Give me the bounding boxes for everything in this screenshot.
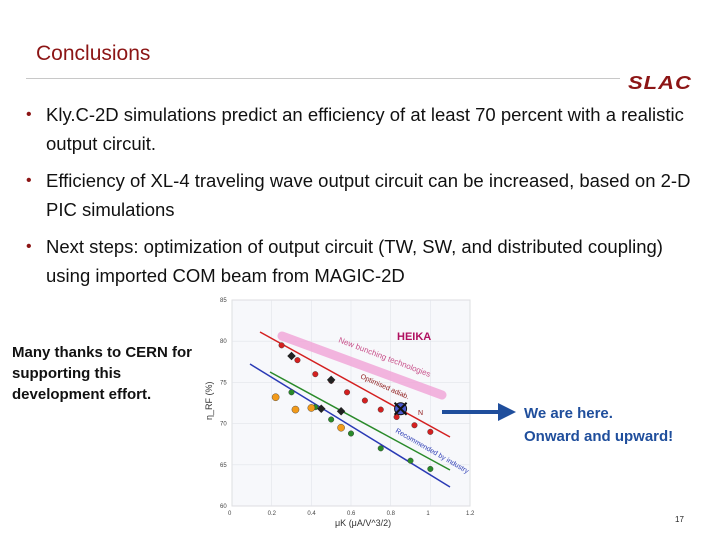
tick-labels: 0 0.2 0.4 0.6 0.8 1 1.2 60 65 70 75 80 85 [220,298,475,517]
slac-logo: SLAC [628,71,692,94]
data-point [278,342,285,349]
page-number: 17 [675,515,684,524]
bullet-marker: • [26,172,32,189]
x-tick-label: 0.4 [307,511,316,517]
bullet-marker: • [26,106,32,123]
data-point [393,414,400,421]
data-point [427,465,434,472]
right-arrow-icon [442,403,516,421]
y-tick-label: 85 [220,298,227,304]
data-point [361,397,368,404]
bullet-item: • Next steps: optimization of output cir… [26,232,706,290]
bullet-text: Efficiency of XL-4 traveling wave output… [46,170,691,220]
data-point [317,404,326,414]
data-point [377,406,384,413]
trend-line-blue [249,363,451,488]
callout-line-2: Onward and upward! [524,428,674,445]
x-tick-label: 0.8 [387,511,396,517]
data-point [407,457,414,464]
data-point [411,422,418,429]
y-tick-label: 60 [220,504,227,510]
data-point [307,404,316,412]
data-point [427,428,434,435]
x-tick-label: 1.2 [466,511,475,517]
trend-line-red [259,331,451,438]
bullet-text: Kly.C-2D simulations predict an efficien… [46,104,684,154]
y-tick-label: 70 [220,422,227,428]
y-tick-label: 65 [220,463,227,469]
callout-line-1: We are here. [524,405,613,422]
data-point [271,393,280,402]
data-point [328,416,335,423]
data-point [347,430,354,437]
bullet-text: Next steps: optimization of output circu… [46,236,663,286]
data-point [294,357,301,364]
heika-band [277,331,447,400]
data-point [344,389,351,396]
data-point [291,405,300,414]
x-axis-label: μK (μA/V^3/2) [335,518,391,528]
acknowledgement-text: Many thanks to CERN for supporting this … [12,344,193,403]
data-points [271,342,434,472]
heika-label: HEIKA [397,331,431,343]
data-point [377,445,384,452]
bullet-marker: • [26,238,32,255]
x-tick-label: 0 [228,511,232,517]
x-tick-label: 1 [426,511,430,517]
bullet-list: • Kly.C-2D simulations predict an effici… [26,100,706,298]
bullet-item: • Kly.C-2D simulations predict an effici… [26,100,706,158]
x-tick-label: 0.2 [268,511,277,517]
y-axis-label: η_RF (%) [204,381,214,420]
x-tick-label: 0.6 [347,511,356,517]
data-point [312,371,319,378]
y-tick-label: 80 [220,339,227,345]
data-point [393,402,408,416]
callout-text: We are here. Onward and upward! [524,402,673,448]
annotation-n: N [418,410,423,417]
bullet-item: • Efficiency of XL-4 traveling wave outp… [26,166,706,224]
trend-line-green [269,371,451,471]
data-point [337,423,345,432]
title-divider [26,78,620,79]
slide-title: Conclusions [36,42,151,65]
y-tick-label: 75 [220,380,227,386]
data-point [288,389,295,396]
